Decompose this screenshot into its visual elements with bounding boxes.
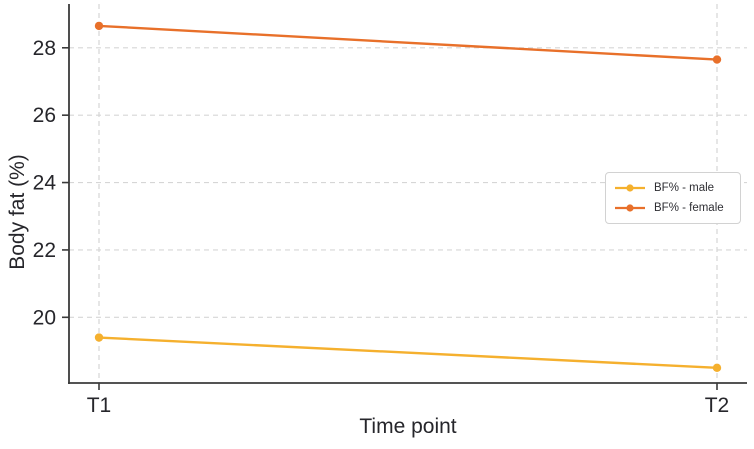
- legend-entry-female: BF% - female: [615, 198, 732, 218]
- legend-entry-male: BF% - male: [615, 178, 732, 198]
- legend-label-female: BF% - female: [654, 202, 724, 214]
- y-axis-label: Body fat (%): [6, 154, 29, 270]
- x-tick-label: T2: [705, 394, 730, 417]
- y-tick-label: 28: [33, 37, 56, 60]
- data-point-bf-female: [712, 55, 722, 64]
- series-line-bf-male: [98, 336, 718, 370]
- legend-label-male: BF% - male: [654, 182, 715, 194]
- y-tick-label: 20: [33, 306, 56, 329]
- y-tick-label: 24: [33, 172, 57, 195]
- data-point-bf-male: [94, 333, 104, 342]
- legend-line-marker-icon: [615, 203, 645, 213]
- y-tick-label: 22: [33, 239, 56, 262]
- x-axis-label: Time point: [359, 415, 457, 438]
- data-point-bf-male: [712, 363, 722, 373]
- legend: BF% - male BF% - female: [605, 172, 741, 224]
- legend-line-marker-icon: [615, 183, 645, 193]
- x-tick-label: T1: [87, 394, 112, 417]
- series-line-bf-female: [98, 24, 718, 61]
- y-tick-label: 26: [33, 104, 56, 127]
- data-point-bf-female: [94, 21, 104, 31]
